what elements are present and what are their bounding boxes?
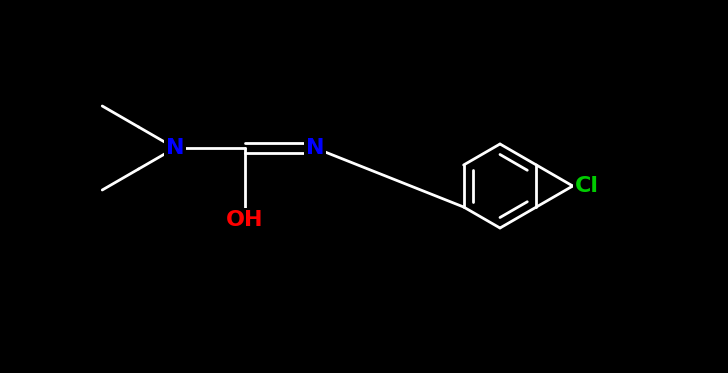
Text: N: N [166,138,184,158]
Text: N: N [306,138,324,158]
Text: Cl: Cl [574,176,598,196]
Text: Cl: Cl [574,176,598,196]
Text: OH: OH [226,210,264,230]
